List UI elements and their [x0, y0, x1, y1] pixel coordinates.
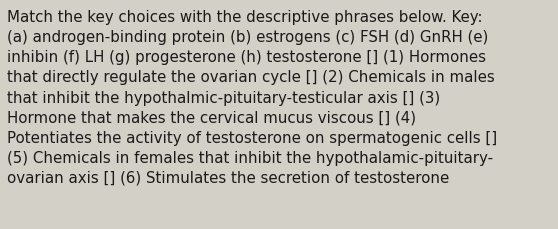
Text: Match the key choices with the descriptive phrases below. Key:
(a) androgen-bind: Match the key choices with the descripti… [7, 10, 497, 185]
